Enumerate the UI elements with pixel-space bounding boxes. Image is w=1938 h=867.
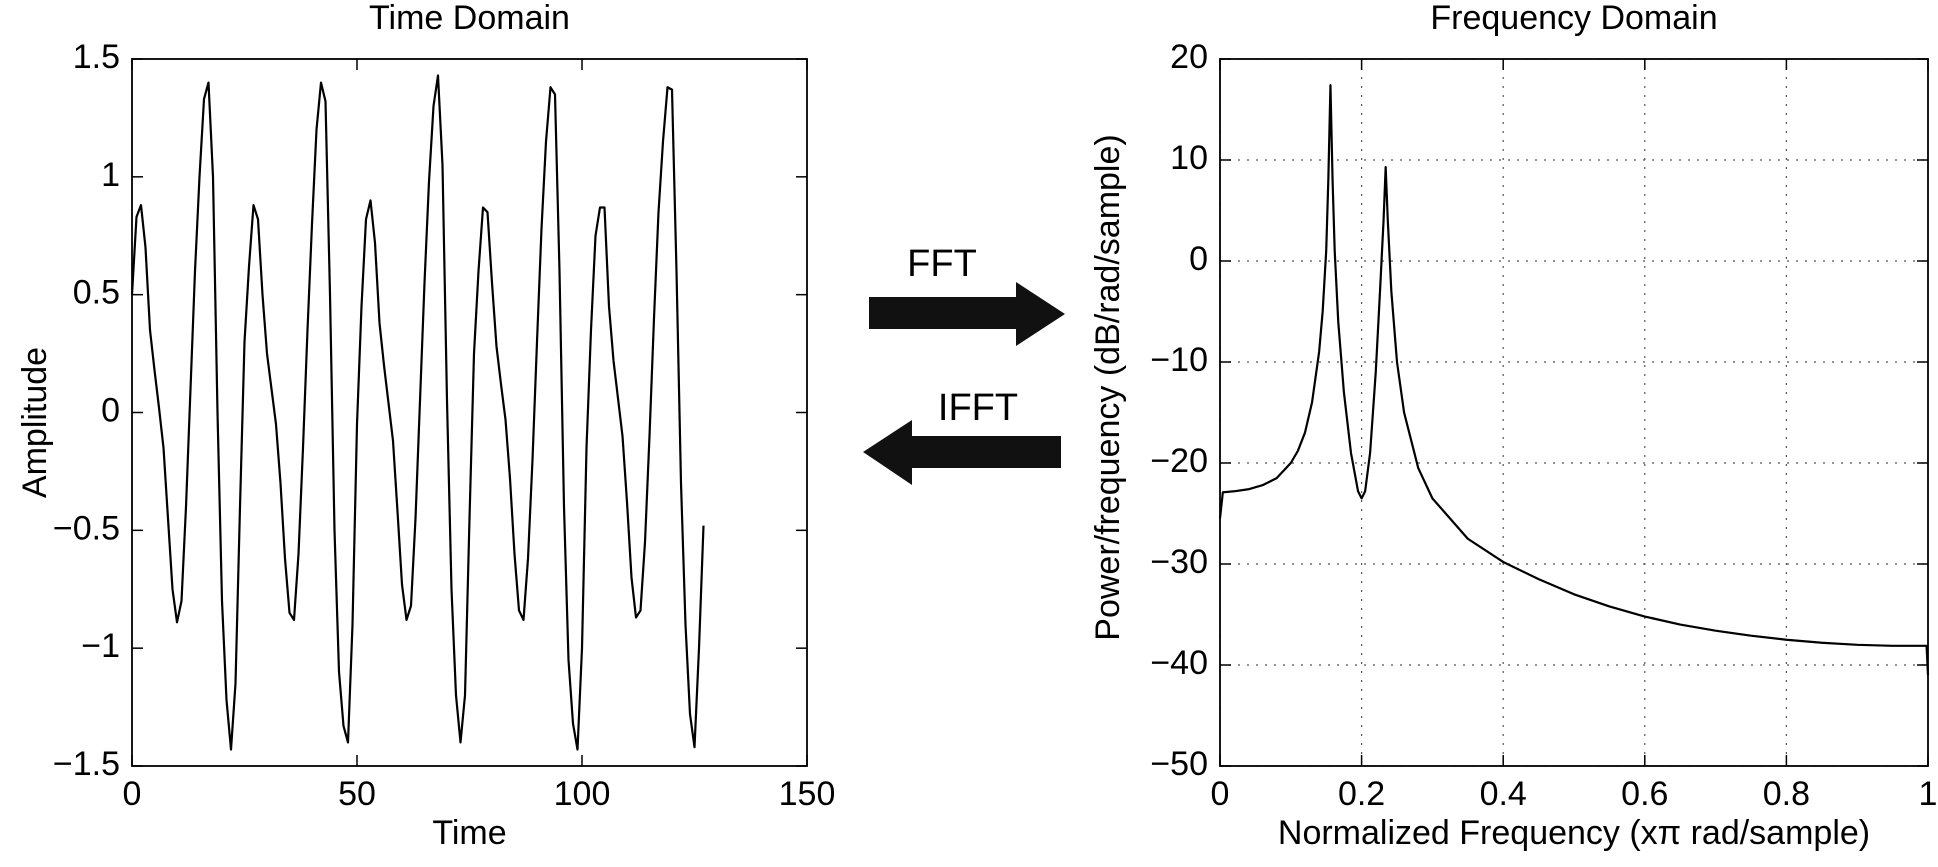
x-tick-label: 0.2 — [1338, 775, 1385, 813]
plot-area — [1220, 59, 1928, 766]
y-tick-label: −1 — [81, 627, 120, 665]
y-tick-label: −50 — [1150, 745, 1208, 783]
y-axis-label: Power/frequency (dB/rad/sample) — [1089, 134, 1127, 640]
y-tick-label: 1 — [101, 156, 120, 194]
y-tick-label: 10 — [1170, 139, 1208, 177]
x-tick-label: 100 — [554, 775, 611, 813]
x-tick-label: 0 — [123, 775, 142, 813]
ifft-label: IFFT — [938, 387, 1018, 429]
plot-frame — [1219, 58, 1929, 767]
y-tick-label: −30 — [1150, 543, 1208, 581]
y-tick-label: −0.5 — [53, 509, 120, 547]
y-axis-label: Amplitude — [16, 347, 54, 498]
fft-arrow — [869, 282, 1065, 346]
signal-line — [130, 74, 705, 751]
chart-title: Frequency Domain — [1430, 0, 1717, 37]
ifft-arrow — [863, 420, 1061, 485]
x-tick-label: 0.4 — [1480, 775, 1527, 813]
signal-line — [1218, 84, 1930, 676]
x-tick-label: 1 — [1919, 775, 1938, 813]
plot-area — [132, 59, 807, 766]
y-tick-label: 1.5 — [73, 38, 120, 76]
y-tick-label: 0 — [101, 391, 120, 429]
x-tick-label: 0.6 — [1621, 775, 1668, 813]
y-tick-label: 0 — [1189, 240, 1208, 278]
x-axis-label: Normalized Frequency (xπ rad/sample) — [1278, 814, 1870, 852]
y-tick-label: −10 — [1150, 341, 1208, 379]
x-axis-label: Time — [432, 814, 506, 852]
y-tick-label: −1.5 — [53, 745, 120, 783]
fft-label: FFT — [907, 243, 977, 285]
x-tick-label: 150 — [779, 775, 836, 813]
y-tick-label: 0.5 — [73, 274, 120, 312]
y-tick-label: −20 — [1150, 442, 1208, 480]
plot-frame — [131, 58, 808, 767]
x-tick-label: 0.8 — [1763, 775, 1810, 813]
y-tick-label: 20 — [1170, 38, 1208, 76]
y-tick-label: −40 — [1150, 644, 1208, 682]
chart-title: Time Domain — [369, 0, 570, 37]
x-tick-label: 0 — [1211, 775, 1230, 813]
x-tick-label: 50 — [338, 775, 376, 813]
